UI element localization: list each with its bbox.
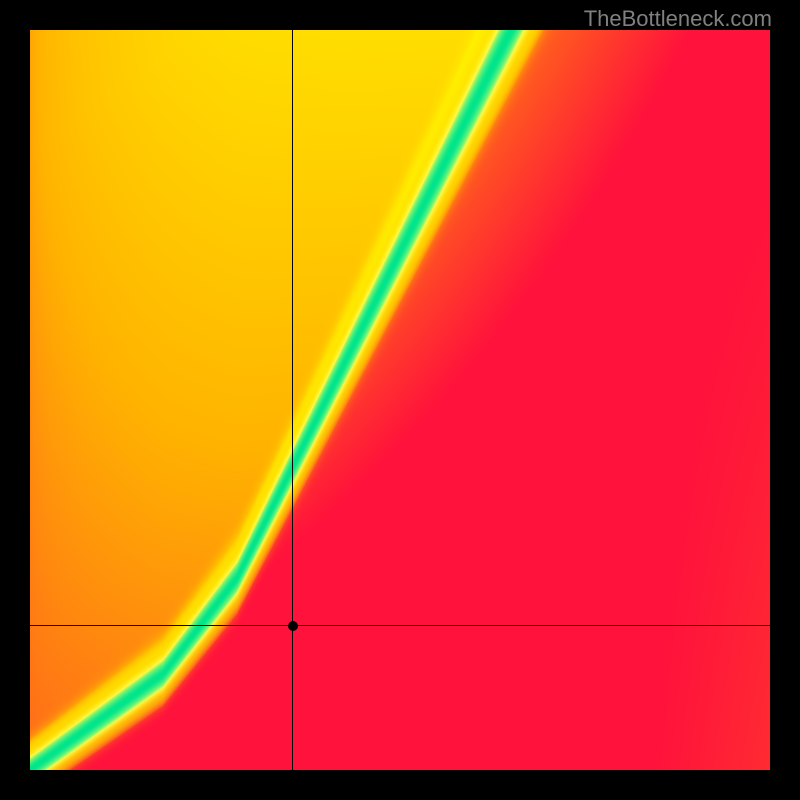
crosshair-vertical — [292, 30, 293, 770]
crosshair-horizontal — [30, 625, 770, 626]
watermark-text: TheBottleneck.com — [584, 6, 772, 32]
target-marker — [288, 621, 298, 631]
heatmap-plot — [30, 30, 770, 770]
heatmap-canvas — [30, 30, 770, 770]
